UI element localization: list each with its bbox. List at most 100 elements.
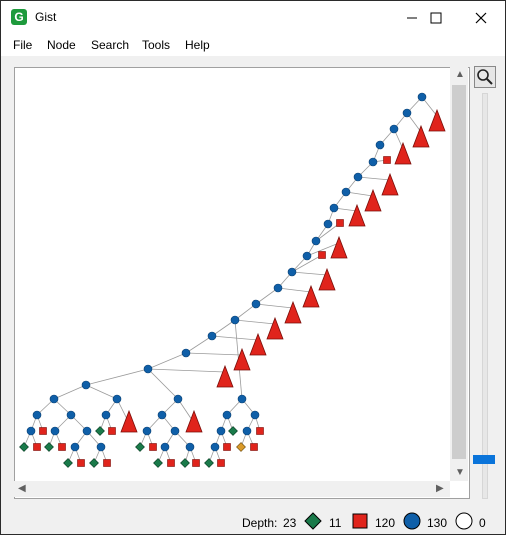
choice-node[interactable] [390, 125, 398, 133]
choice-node[interactable] [67, 411, 75, 419]
choice-node[interactable] [186, 443, 194, 451]
vertical-scroll-thumb[interactable] [452, 85, 466, 459]
choice-node[interactable] [238, 395, 246, 403]
choice-node[interactable] [303, 252, 311, 260]
failed-subtree-node[interactable] [429, 110, 445, 131]
choice-node[interactable] [376, 141, 384, 149]
failed-node[interactable] [34, 444, 41, 451]
choice-node[interactable] [97, 443, 105, 451]
failed-subtree-node[interactable] [303, 286, 319, 307]
choice-node[interactable] [102, 411, 110, 419]
failed-node[interactable] [78, 460, 85, 467]
failed-node[interactable] [40, 428, 47, 435]
choice-node[interactable] [354, 173, 362, 181]
choice-node[interactable] [274, 284, 282, 292]
zoom-slider-track[interactable] [482, 93, 488, 499]
choice-node[interactable] [231, 316, 239, 324]
failed-subtree-node[interactable] [349, 205, 365, 226]
choice-node[interactable] [330, 204, 338, 212]
choice-node[interactable] [158, 411, 166, 419]
choice-node[interactable] [243, 427, 251, 435]
choice-node[interactable] [82, 381, 90, 389]
choice-node[interactable] [174, 395, 182, 403]
failed-node[interactable] [104, 460, 111, 467]
partial-node[interactable] [237, 443, 246, 452]
choice-node[interactable] [208, 332, 216, 340]
menu-help[interactable]: Help [185, 38, 210, 52]
failed-node[interactable] [384, 157, 391, 164]
horizontal-scrollbar[interactable]: ◀ ▶ [14, 481, 450, 497]
zoom-slider-thumb[interactable] [473, 455, 495, 464]
scroll-up-arrow-icon[interactable]: ▲ [455, 69, 465, 80]
failed-subtree-node[interactable] [365, 190, 381, 211]
menu-tools[interactable]: Tools [142, 38, 170, 52]
failed-subtree-node[interactable] [413, 126, 429, 147]
solved-node[interactable] [136, 443, 145, 452]
failed-node[interactable] [109, 428, 116, 435]
scroll-down-arrow-icon[interactable]: ▼ [455, 467, 465, 478]
failed-node[interactable] [218, 460, 225, 467]
failed-subtree-node[interactable] [121, 411, 137, 432]
choice-node[interactable] [369, 158, 377, 166]
zoom-button[interactable] [474, 66, 496, 88]
choice-node[interactable] [50, 395, 58, 403]
choice-node[interactable] [182, 349, 190, 357]
search-tree-canvas[interactable] [14, 67, 470, 499]
maximize-button[interactable] [415, 1, 457, 34]
choice-node[interactable] [161, 443, 169, 451]
close-button[interactable] [460, 1, 502, 34]
choice-node[interactable] [33, 411, 41, 419]
solved-node[interactable] [45, 443, 54, 452]
solved-node[interactable] [20, 443, 29, 452]
scroll-right-arrow-icon[interactable]: ▶ [436, 483, 444, 494]
failed-node[interactable] [150, 444, 157, 451]
failed-subtree-node[interactable] [250, 334, 266, 355]
failed-node[interactable] [319, 252, 326, 259]
failed-node[interactable] [193, 460, 200, 467]
failed-subtree-node[interactable] [331, 237, 347, 258]
failed-node[interactable] [59, 444, 66, 451]
choice-node[interactable] [144, 365, 152, 373]
choice-node[interactable] [252, 300, 260, 308]
failed-node[interactable] [251, 444, 258, 451]
failed-node[interactable] [337, 220, 344, 227]
choice-node[interactable] [342, 188, 350, 196]
choice-node[interactable] [403, 109, 411, 117]
failed-subtree-node[interactable] [382, 174, 398, 195]
failed-subtree-node[interactable] [217, 366, 233, 387]
failed-node[interactable] [224, 444, 231, 451]
choice-node[interactable] [211, 443, 219, 451]
solved-node[interactable] [154, 459, 163, 468]
choice-node[interactable] [113, 395, 121, 403]
failed-subtree-node[interactable] [319, 269, 335, 290]
choice-node[interactable] [143, 427, 151, 435]
choice-node[interactable] [288, 268, 296, 276]
choice-node[interactable] [324, 220, 332, 228]
solved-node[interactable] [96, 427, 105, 436]
vertical-scrollbar[interactable]: ▲ ▼ [450, 67, 468, 481]
menu-file[interactable]: File [13, 38, 32, 52]
failed-node[interactable] [257, 428, 264, 435]
choice-node[interactable] [223, 411, 231, 419]
solved-node[interactable] [229, 427, 238, 436]
choice-node[interactable] [83, 427, 91, 435]
choice-node[interactable] [418, 93, 426, 101]
choice-node[interactable] [71, 443, 79, 451]
scroll-left-arrow-icon[interactable]: ◀ [18, 483, 26, 494]
choice-node[interactable] [217, 427, 225, 435]
solved-node[interactable] [181, 459, 190, 468]
choice-node[interactable] [171, 427, 179, 435]
menu-node[interactable]: Node [47, 38, 76, 52]
choice-node[interactable] [251, 411, 259, 419]
choice-node[interactable] [27, 427, 35, 435]
failed-node[interactable] [168, 460, 175, 467]
menu-search[interactable]: Search [91, 38, 129, 52]
solved-node[interactable] [205, 459, 214, 468]
solved-node[interactable] [90, 459, 99, 468]
choice-node[interactable] [312, 237, 320, 245]
failed-subtree-node[interactable] [267, 318, 283, 339]
choice-node[interactable] [51, 427, 59, 435]
failed-subtree-node[interactable] [234, 349, 250, 370]
failed-subtree-node[interactable] [395, 143, 411, 164]
solved-node[interactable] [64, 459, 73, 468]
